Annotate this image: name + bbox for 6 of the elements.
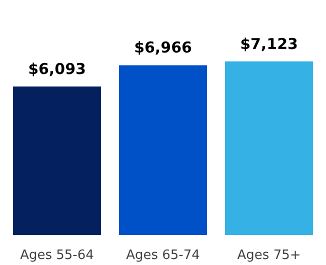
data-label: $6,966 [134,38,192,57]
x-tick-label: Ages 65-74 [126,248,200,263]
data-label: $7,123 [240,34,298,53]
x-tick-label: Ages 75+ [237,248,301,263]
x-tick-label: Ages 55-64 [20,248,94,263]
data-label: $6,093 [28,60,86,78]
